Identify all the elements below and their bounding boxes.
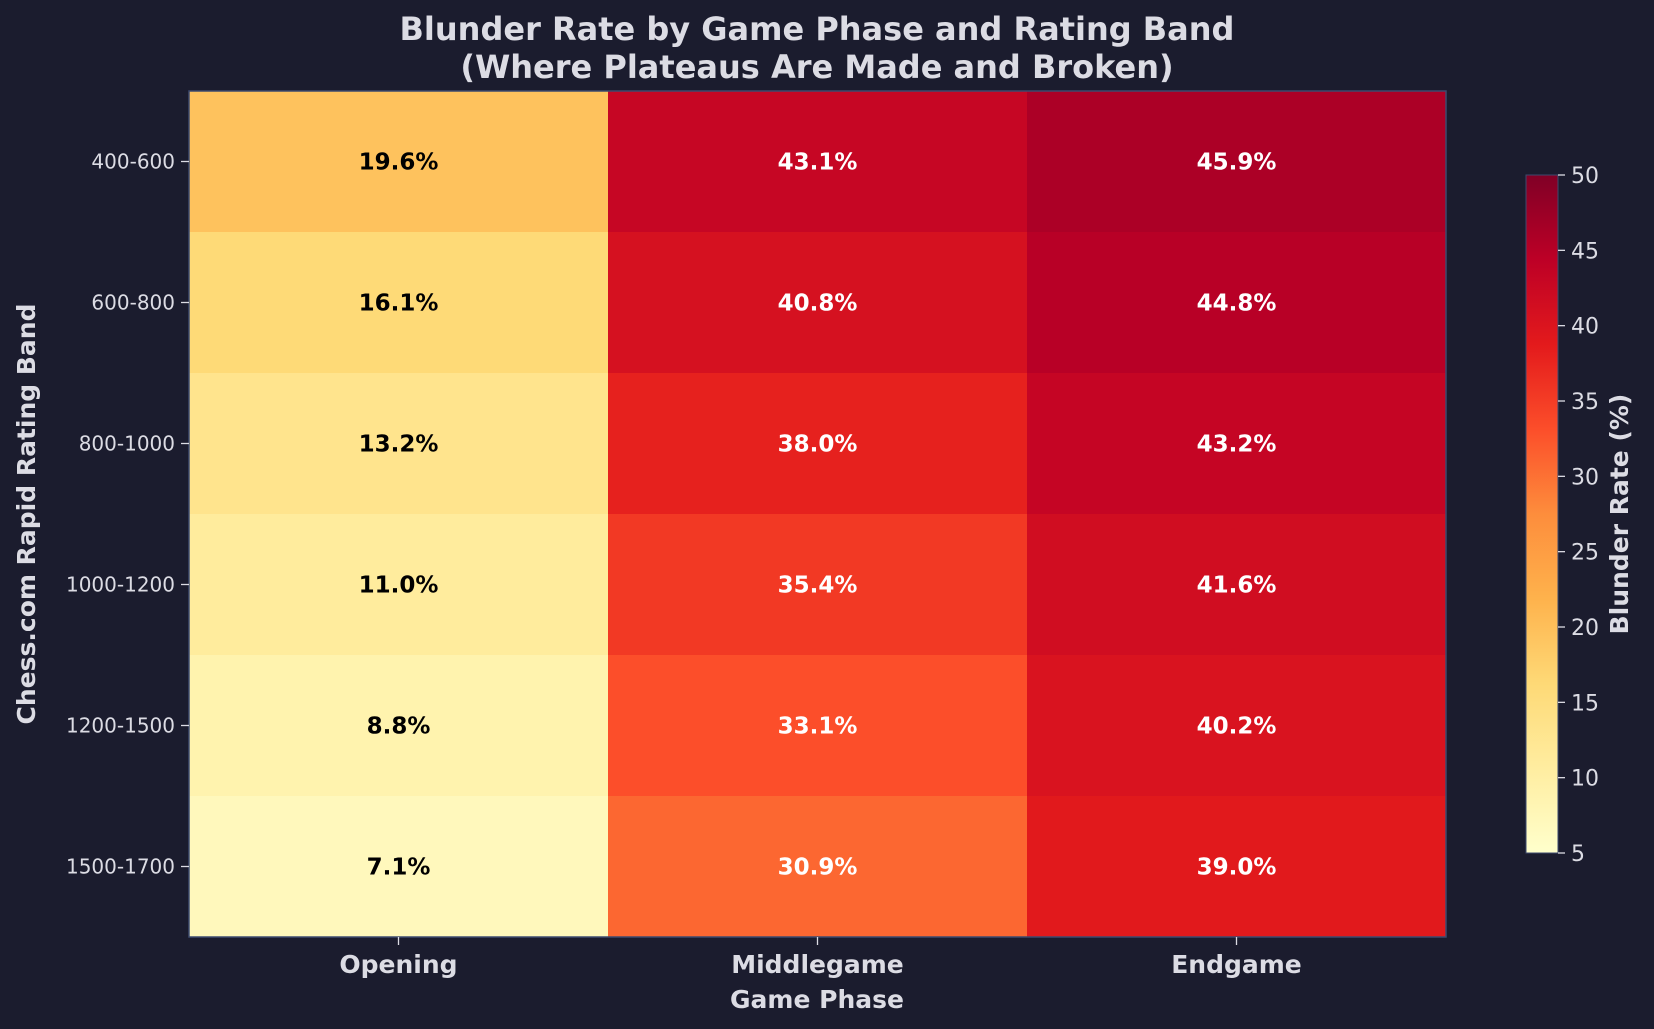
heatmap-cell <box>189 91 609 233</box>
heatmap-cell-labels: 19.6% 43.1% 45.9% 16.1% 40.8% 44.8% 13.2% 38.0%… <box>359 150 1277 881</box>
cell-value-label: 44.8% <box>1197 291 1277 317</box>
heatmap-cells <box>189 91 1447 938</box>
y-tick-label: 600-800 <box>91 291 175 315</box>
colorbar-tick-label: 45 <box>1571 239 1599 264</box>
colorbar-label: Blunder Rate (%) <box>1605 394 1634 635</box>
heatmap-cell <box>1027 655 1447 797</box>
cell-value-label: 16.1% <box>359 291 439 317</box>
x-tick-label: Middlegame <box>731 950 904 979</box>
heatmap-cell <box>189 373 609 515</box>
heatmap-cell <box>608 796 1028 938</box>
colorbar-tick-label: 25 <box>1571 541 1599 566</box>
cell-value-label: 35.4% <box>778 573 858 599</box>
heatmap-cell <box>189 655 609 797</box>
cell-value-label: 41.6% <box>1197 573 1277 599</box>
cell-value-label: 38.0% <box>778 432 858 458</box>
cell-value-label: 40.2% <box>1197 714 1277 740</box>
colorbar-tick-label: 35 <box>1571 390 1599 415</box>
colorbar <box>1525 174 1559 854</box>
cell-value-label: 7.1% <box>367 855 431 881</box>
heatmap-cell <box>189 232 609 374</box>
colorbar-tick-label: 50 <box>1571 164 1599 189</box>
colorbar-tick-label: 30 <box>1571 465 1599 490</box>
cell-value-label: 8.8% <box>367 714 431 740</box>
heatmap-cell <box>608 655 1028 797</box>
heatmap-cell <box>1027 232 1447 374</box>
y-axis-ticks: 400-600 600-800 800-1000 1000-1200 1200-1500… <box>66 150 189 879</box>
colorbar-tick-label: 5 <box>1571 842 1585 867</box>
x-tick-label: Opening <box>339 950 457 979</box>
heatmap-cell <box>1027 91 1447 233</box>
heatmap-cell <box>189 514 609 656</box>
cell-value-label: 33.1% <box>778 714 858 740</box>
x-axis-ticks: Opening Middlegame Endgame <box>339 937 1302 979</box>
colorbar-tick-label: 15 <box>1571 691 1599 716</box>
colorbar-tick-label: 10 <box>1571 767 1599 792</box>
cell-value-label: 40.8% <box>778 291 858 317</box>
y-tick-label: 800-1000 <box>79 432 175 456</box>
x-tick-label: Endgame <box>1171 950 1302 979</box>
colorbar-ticks: 5 10 15 20 25 30 35 40 45 50 <box>1558 164 1599 867</box>
cell-value-label: 43.2% <box>1197 432 1277 458</box>
y-tick-label: 1000-1200 <box>66 573 175 597</box>
chart-title-line-1: Blunder Rate by Game Phase and Rating Ba… <box>400 10 1235 48</box>
y-axis-label: Chess.com Rapid Rating Band <box>12 304 41 725</box>
heatmap-cell <box>608 514 1028 656</box>
heatmap-cell <box>608 232 1028 374</box>
cell-value-label: 13.2% <box>359 432 439 458</box>
x-axis-label: Game Phase <box>730 985 904 1014</box>
colorbar-tick-label: 20 <box>1571 616 1599 641</box>
heatmap-cell <box>189 796 609 938</box>
cell-value-label: 43.1% <box>778 150 858 176</box>
cell-value-label: 45.9% <box>1197 150 1277 176</box>
heatmap-cell <box>1027 796 1447 938</box>
chart-title-line-2: (Where Plateaus Are Made and Broken) <box>460 48 1173 86</box>
cell-value-label: 39.0% <box>1197 855 1277 881</box>
cell-value-label: 11.0% <box>359 573 439 599</box>
y-tick-label: 400-600 <box>91 150 175 174</box>
y-tick-label: 1200-1500 <box>66 714 175 738</box>
heatmap-cell <box>1027 514 1447 656</box>
heatmap-cell <box>608 373 1028 515</box>
heatmap-cell <box>608 91 1028 233</box>
cell-value-label: 30.9% <box>778 855 858 881</box>
colorbar-tick-label: 40 <box>1571 315 1599 340</box>
heatmap-cell <box>1027 373 1447 515</box>
y-tick-label: 1500-1700 <box>66 855 175 879</box>
cell-value-label: 19.6% <box>359 150 439 176</box>
